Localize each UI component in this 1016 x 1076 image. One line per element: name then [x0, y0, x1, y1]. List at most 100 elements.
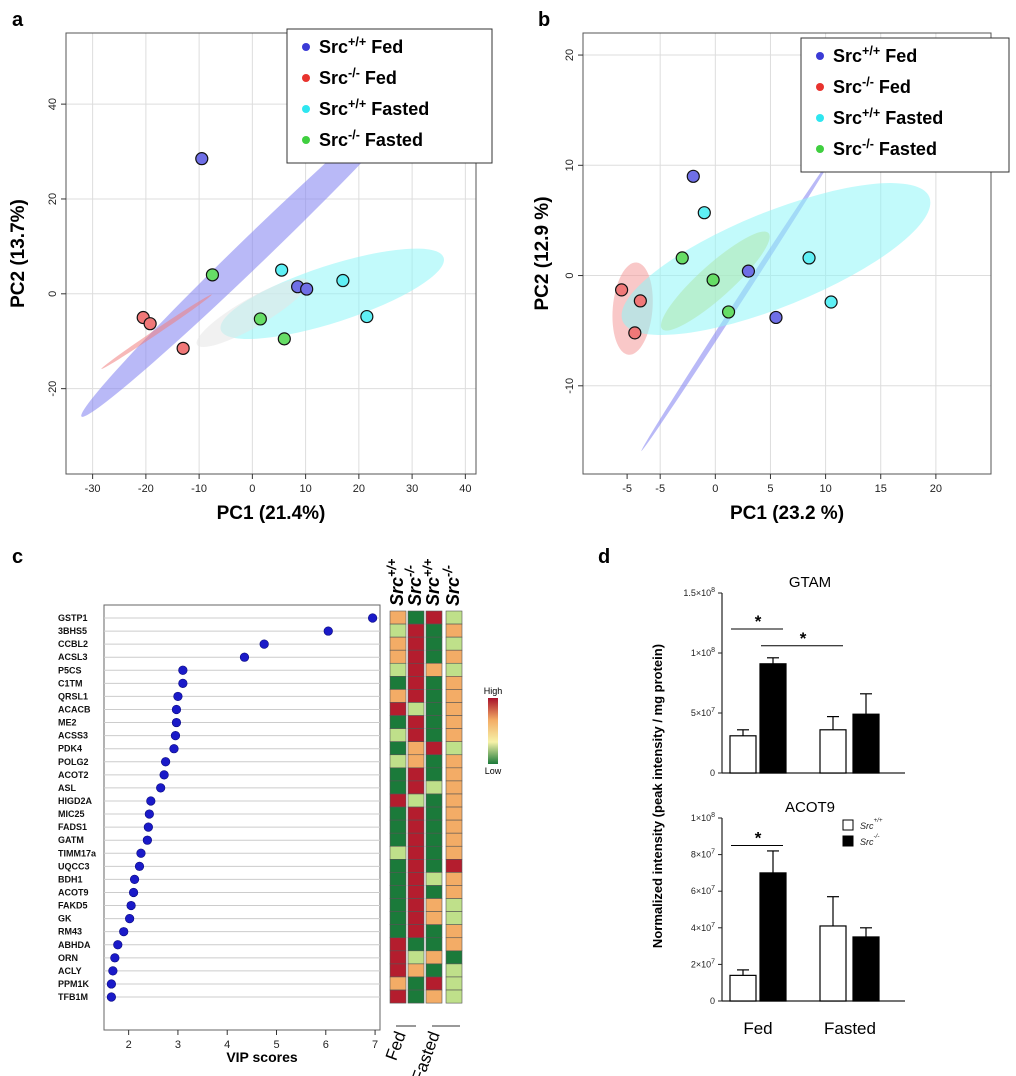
- heatmap-cell: [445, 741, 463, 756]
- vip-point: [146, 796, 156, 806]
- heatmap-cell: [389, 623, 407, 638]
- data-point: [686, 169, 700, 183]
- heatmap-cell: [389, 937, 407, 952]
- panel-d-bars: 0 5×107 1×108 1.5×108 GTAM * * 0 2×107 4×107 6×107…: [650, 574, 905, 1038]
- vip-point: [171, 704, 182, 715]
- heatmap-cell: [425, 989, 443, 1004]
- panel-label-d: d: [598, 546, 610, 568]
- panel-label-b: b: [538, 9, 550, 31]
- gene-label: ORN: [58, 953, 78, 963]
- heatmap-cell: [445, 662, 463, 677]
- heatmap-cell: [425, 963, 443, 978]
- heatmap-cell: [389, 767, 407, 782]
- gene-label: C1TM: [58, 678, 83, 688]
- gene-label: P5CS: [58, 665, 82, 675]
- bar-legend-label: Src-/-: [860, 833, 879, 847]
- x-tick-label: 15: [875, 483, 887, 495]
- data-point: [176, 341, 190, 355]
- gene-label: GATM: [58, 835, 84, 845]
- vip-point: [171, 717, 182, 728]
- legend-marker: [302, 74, 310, 82]
- confidence-ellipse: [196, 278, 309, 348]
- bar-category-label: Fed: [743, 1019, 772, 1038]
- heatmap-cell: [425, 832, 443, 847]
- data-point: [277, 332, 291, 346]
- x-tick-label: 20: [930, 483, 942, 495]
- y-tick-label: 4×107: [691, 922, 715, 933]
- heatmap-cell: [389, 872, 407, 886]
- data-point: [143, 317, 157, 331]
- plot-frame: [582, 32, 992, 475]
- x-tick-label: 10: [819, 483, 831, 495]
- heatmap-cell: [425, 976, 443, 991]
- heatmap-cell: [445, 924, 463, 939]
- significance-marker: *: [755, 828, 762, 847]
- vip-point: [142, 835, 152, 845]
- vip-point: [178, 665, 188, 675]
- legend-entry: Src+/+ Fasted: [319, 97, 429, 119]
- heatmap-cell: [445, 780, 463, 795]
- heatmap-cell: [389, 924, 407, 939]
- legend-marker: [816, 83, 824, 91]
- heatmap-cell: [407, 859, 425, 873]
- vip-point: [134, 861, 145, 871]
- heatmap-cell: [445, 728, 463, 743]
- heatmap-cell: [445, 754, 463, 769]
- x-tick-label: 5: [767, 483, 773, 495]
- y-tick-label: 0: [710, 996, 715, 1006]
- gene-label: GSTP1: [58, 613, 88, 623]
- data-point: [721, 305, 736, 319]
- data-point: [741, 264, 756, 278]
- legend-entry: Src+/+ Fed: [319, 35, 403, 57]
- heatmap-cell: [445, 702, 463, 716]
- data-point: [769, 310, 783, 325]
- heatmap-cell: [407, 845, 425, 860]
- heatmap-cell: [407, 937, 425, 952]
- y-tick-label: 0: [564, 272, 576, 278]
- x-tick-label: 7: [372, 1039, 378, 1051]
- y-tick-label: 5×107: [691, 707, 715, 718]
- heatmap-cell: [407, 885, 425, 899]
- heatmap-cell: [425, 898, 443, 912]
- heatmap-cell: [445, 636, 463, 651]
- legend-entry: Src-/- Fed: [833, 75, 911, 97]
- heatmap-cell: [389, 845, 407, 860]
- heatmap-cell: [445, 859, 463, 873]
- y-tick-label: 0: [710, 768, 715, 778]
- heatmap-cell: [407, 989, 425, 1004]
- vip-point: [178, 678, 188, 688]
- heatmap-cell: [425, 924, 443, 939]
- heatmap-group-label: Fed: [382, 1029, 410, 1063]
- heatmap-cell: [425, 819, 443, 834]
- x-tick-label: 4: [224, 1039, 230, 1051]
- gene-label: ACACB: [58, 704, 91, 714]
- vip-point: [108, 966, 118, 976]
- y-tick-label: -20: [47, 381, 59, 397]
- gene-label: CCBL2: [58, 639, 88, 649]
- heatmap-cell: [425, 689, 443, 703]
- heatmap-column-label: Src+/+: [385, 558, 407, 606]
- heatmap-cell: [407, 702, 425, 716]
- heatmap-cell: [445, 676, 463, 690]
- gene-label: 3BHS5: [58, 626, 87, 636]
- x-tick-label: -5: [622, 483, 632, 495]
- gene-label: ABHDA: [58, 940, 91, 950]
- data-point: [633, 294, 647, 308]
- x-tick-label: -5: [655, 483, 665, 495]
- heatmap-cell: [407, 819, 425, 834]
- bar-wt: [729, 974, 757, 1002]
- vip-point: [106, 992, 116, 1002]
- y-axis-title: PC2 (13.7%): [8, 199, 29, 308]
- vip-point: [368, 613, 378, 623]
- heatmap-cell: [389, 715, 407, 729]
- y-axis-title: PC2 (12.9 %): [532, 196, 553, 310]
- bar-ko: [759, 663, 787, 774]
- heatmap-cell: [389, 963, 407, 978]
- x-tick-label: 10: [299, 483, 311, 495]
- panel-label-c: c: [12, 546, 23, 568]
- vip-point: [239, 652, 250, 662]
- gene-label: ACOT9: [58, 887, 89, 897]
- vip-point: [125, 914, 135, 924]
- y-axis-title: Normalized intensity (peak intensity / m…: [650, 644, 665, 948]
- bar-ko: [852, 713, 880, 774]
